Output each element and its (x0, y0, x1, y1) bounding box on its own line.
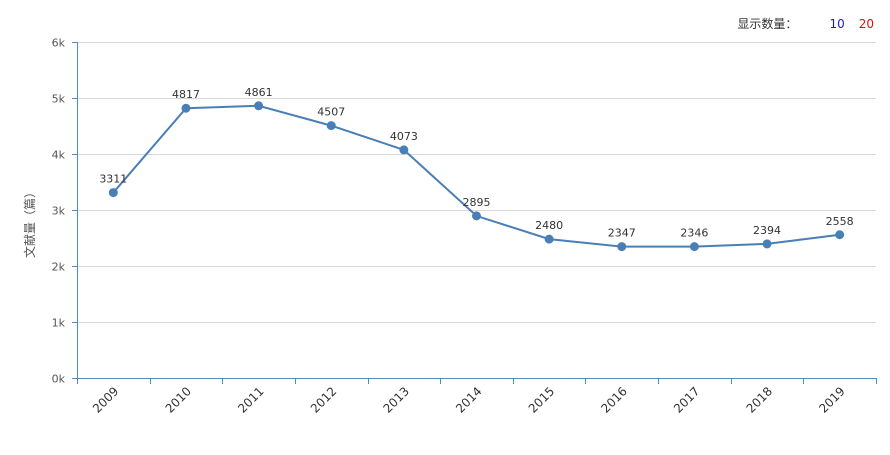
data-label: 2558 (826, 215, 854, 228)
data-point[interactable] (835, 230, 845, 240)
data-label: 2480 (535, 219, 563, 232)
display-count-control: 显示数量： 10 20 (737, 15, 874, 32)
data-point[interactable] (617, 242, 627, 252)
data-label: 2347 (608, 227, 636, 240)
x-tick-label: 2010 (163, 384, 194, 415)
data-labels: 3311 4817 4861 4507 4073 2895 2480 2347 2346 2394… (99, 86, 853, 240)
data-label: 4861 (245, 86, 273, 99)
data-point[interactable] (326, 121, 336, 131)
y-axis-title: 文献量（篇） (22, 186, 37, 258)
x-tick-label: 2017 (671, 384, 702, 415)
y-tick-label: 1k (52, 317, 66, 330)
grid-lines (77, 42, 876, 323)
x-tick-label: 2019 (816, 384, 847, 415)
data-label: 2895 (463, 196, 491, 209)
series-line (112, 104, 840, 248)
data-point[interactable] (762, 239, 772, 249)
x-tick-label: 2016 (598, 384, 629, 415)
data-point[interactable] (399, 145, 409, 155)
data-label: 4507 (317, 106, 345, 119)
y-tick-label: 5k (52, 93, 66, 106)
data-label: 2346 (680, 227, 708, 240)
data-point[interactable] (544, 234, 554, 244)
data-point[interactable] (689, 242, 699, 252)
y-tick-label: 6k (52, 37, 66, 50)
x-tick-label: 2011 (235, 384, 266, 415)
data-point[interactable] (254, 101, 264, 111)
y-tick-label: 0k (52, 373, 66, 386)
display-count-label: 显示数量： (737, 17, 798, 31)
series-layer (108, 101, 845, 252)
x-tick-label: 2014 (453, 384, 484, 415)
y-tick-label: 4k (52, 149, 66, 162)
y-tick-label: 2k (52, 261, 66, 274)
x-tick-label: 2013 (380, 384, 411, 415)
data-label: 2394 (753, 224, 781, 237)
data-point[interactable] (181, 103, 191, 113)
display-count-option-20[interactable]: 20 (858, 16, 874, 31)
data-label: 3311 (99, 173, 127, 186)
x-tick-label: 2012 (308, 384, 339, 415)
display-count-option-10[interactable]: 10 (829, 16, 845, 31)
data-point[interactable] (108, 188, 118, 198)
data-point[interactable] (472, 211, 481, 221)
x-tick-label: 2018 (744, 384, 775, 415)
x-tick-label: 2009 (90, 384, 121, 415)
data-label: 4073 (390, 130, 418, 143)
y-tick-label: 3k (52, 205, 66, 218)
data-label: 4817 (172, 88, 200, 101)
x-tick-label: 2015 (526, 384, 557, 415)
